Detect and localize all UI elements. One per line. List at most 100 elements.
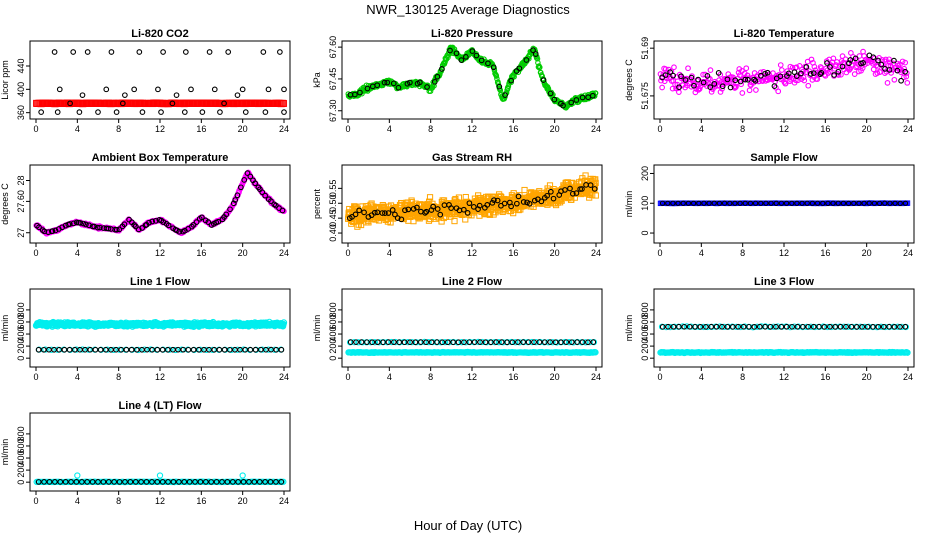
point-magenta — [736, 72, 743, 79]
point-black-low — [281, 109, 287, 115]
x-tick-label: 16 — [820, 372, 830, 382]
point-magenta — [777, 62, 784, 68]
point-magenta — [882, 56, 889, 63]
point-black — [265, 86, 272, 93]
point-black — [589, 92, 596, 99]
x-tick-label: 4 — [699, 372, 704, 382]
point-magenta — [891, 76, 898, 83]
x-tick-label: 12 — [467, 124, 477, 134]
y-tick-label: 100 — [640, 196, 650, 211]
x-axis-label: Hour of Day (UTC) — [413, 518, 523, 533]
point-magenta — [753, 87, 759, 93]
point-black — [83, 221, 89, 228]
point-black — [771, 83, 778, 89]
y-axis-label: degrees C — [624, 59, 634, 101]
y-tick-label: 27 — [16, 228, 26, 238]
point-black — [247, 173, 254, 180]
point-red — [279, 99, 287, 107]
point-magenta — [839, 53, 846, 59]
point-green — [505, 85, 511, 92]
point-cyan-spikes — [239, 472, 246, 479]
point-green — [445, 52, 452, 58]
point-black — [390, 80, 397, 87]
point-black-low — [67, 100, 73, 107]
point-black-low — [38, 109, 45, 115]
point-magenta — [706, 81, 712, 87]
point-orange — [546, 182, 554, 189]
point-black — [676, 84, 682, 91]
point-black — [573, 97, 580, 103]
point-black — [532, 51, 539, 58]
point-black — [711, 81, 718, 87]
point-black — [547, 90, 554, 97]
y-tick-label: 0 — [16, 356, 26, 361]
point-black-low — [54, 109, 61, 115]
point-orange — [451, 217, 458, 225]
x-tick-label: 8 — [428, 372, 433, 382]
point-magenta — [671, 64, 677, 71]
point-magenta — [685, 65, 691, 72]
point-black — [279, 207, 286, 214]
point-black — [439, 66, 445, 72]
point-black — [260, 49, 267, 55]
point-black — [198, 214, 205, 221]
x-tick-label: 24 — [903, 248, 913, 258]
x-tick-label: 16 — [508, 248, 518, 258]
x-tick-label: 8 — [740, 124, 745, 134]
point-black — [277, 49, 283, 55]
x-tick-label: 8 — [428, 124, 433, 134]
plot-frame — [29, 40, 291, 120]
point-black — [715, 70, 722, 76]
point-black — [52, 227, 59, 234]
point-black — [667, 69, 674, 76]
point-black — [894, 67, 901, 74]
point-black — [152, 217, 159, 224]
data-points — [345, 338, 599, 357]
point-black — [424, 84, 430, 90]
point-black — [831, 72, 838, 78]
x-tick-label: 16 — [196, 248, 206, 258]
x-tick-label: 0 — [345, 124, 350, 134]
point-magenta — [662, 66, 669, 72]
x-tick-label: 20 — [550, 124, 560, 134]
point-black — [262, 192, 268, 199]
point-green — [494, 75, 500, 82]
point-black — [215, 218, 222, 225]
x-tick-label: 0 — [657, 124, 662, 134]
point-black — [742, 76, 749, 83]
point-black — [139, 225, 145, 231]
point-black — [568, 99, 575, 106]
point-black-low — [181, 109, 188, 115]
x-tick-label: 20 — [238, 124, 248, 134]
point-black — [878, 61, 885, 68]
chart-title: Line 3 Flow — [754, 276, 814, 288]
chart-title: Li-820 CO2 — [131, 28, 188, 40]
point-black-low — [139, 109, 146, 115]
point-magenta — [658, 77, 664, 84]
y-tick-label: 67.45 — [328, 68, 338, 91]
point-magenta — [901, 65, 908, 72]
point-black — [91, 223, 98, 230]
x-tick-label: 8 — [116, 496, 121, 506]
point-black — [381, 79, 388, 86]
point-black — [165, 222, 172, 229]
point-orange — [462, 216, 469, 223]
point-black — [94, 224, 101, 231]
x-tick-label: 8 — [428, 248, 433, 258]
y-tick-label: 28 — [16, 175, 26, 185]
point-black — [579, 94, 586, 101]
point-black — [211, 86, 218, 93]
point-black — [745, 76, 751, 83]
point-black — [135, 226, 142, 233]
x-tick-label: 16 — [196, 372, 206, 382]
point-black — [752, 77, 759, 84]
y-tick-label: 0 — [16, 480, 26, 485]
x-tick-label: 0 — [33, 124, 38, 134]
x-tick-label: 16 — [508, 372, 518, 382]
point-magenta — [793, 64, 800, 71]
point-black — [193, 219, 200, 225]
page-title: NWR_130125 Average Diagnostics — [366, 2, 570, 17]
point-black — [793, 73, 800, 79]
